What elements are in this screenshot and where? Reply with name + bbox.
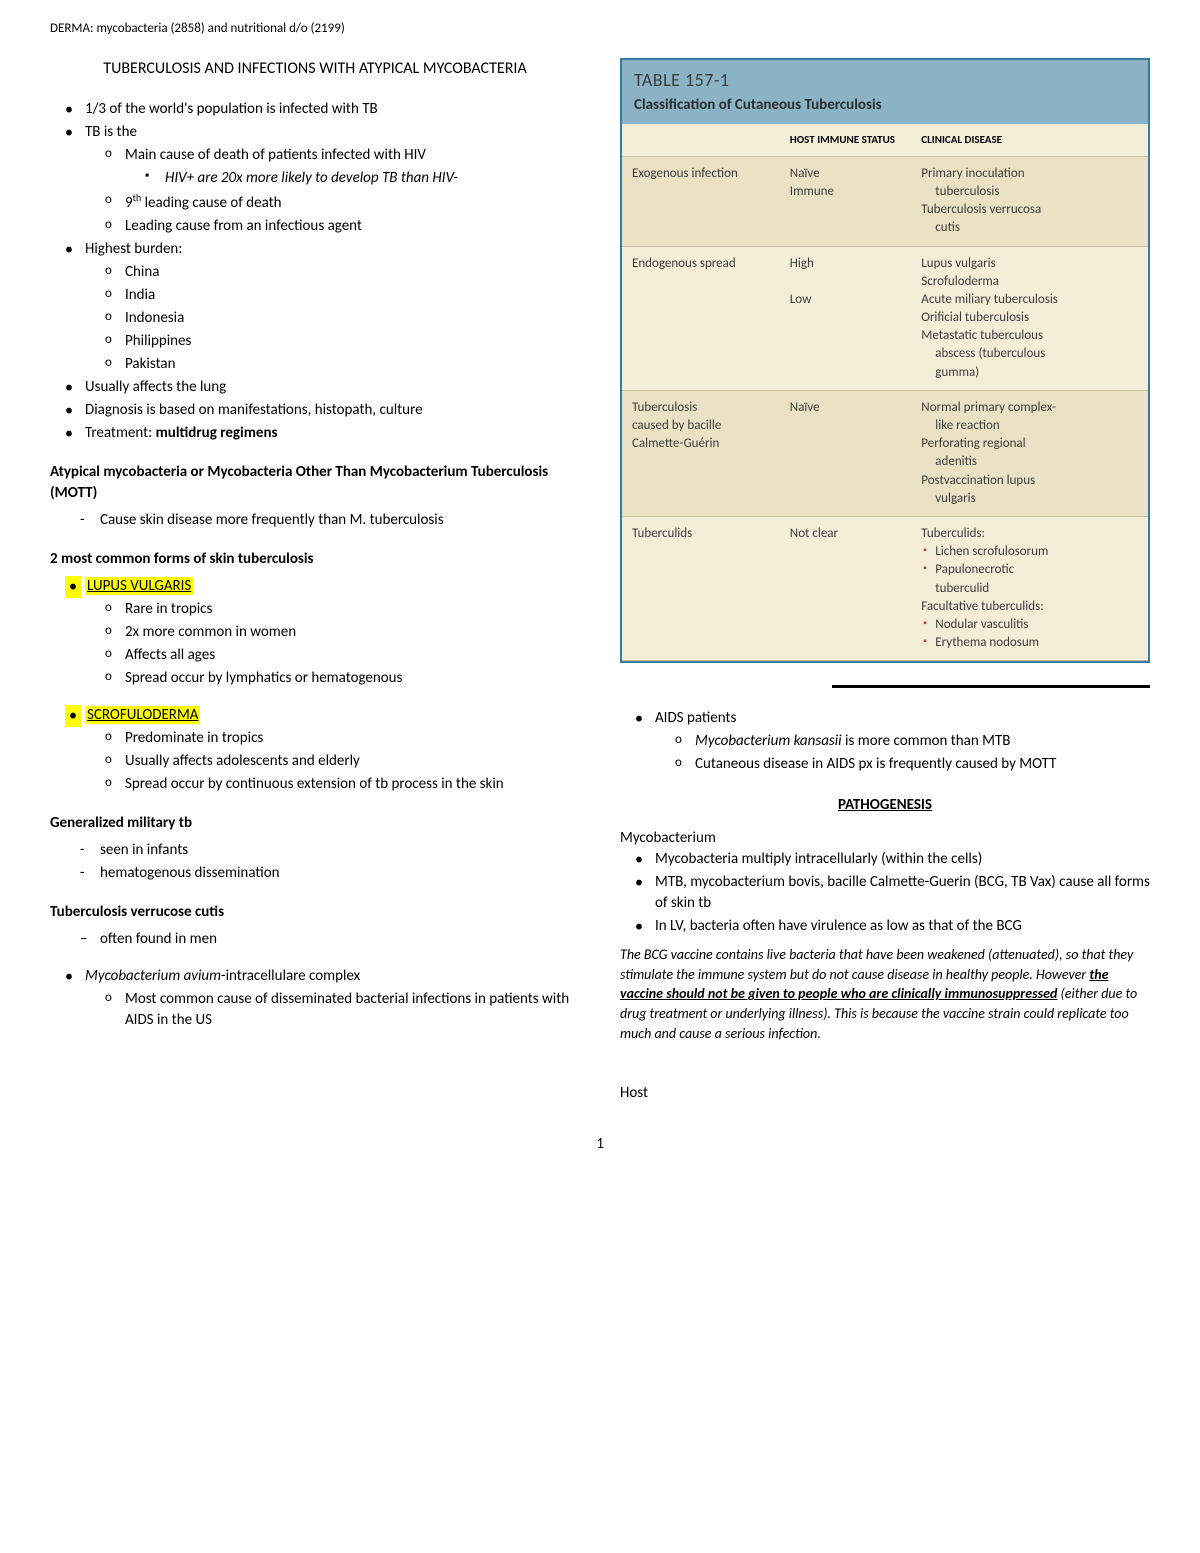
table-cell: HighLow [780, 246, 912, 390]
bullet-item: 9th leading cause of death [50, 191, 580, 214]
bullet-item: In LV, bacteria often have virulence as … [620, 916, 1150, 937]
dash-item: seen in infants [50, 840, 580, 861]
bullet-item: Spread occur by continuous extension of … [50, 774, 580, 795]
section-heading: PATHOGENESIS [620, 795, 1150, 816]
bullet-item: Diagnosis is based on manifestations, hi… [50, 400, 580, 421]
table-header: CLINICAL DISEASE [911, 124, 1148, 156]
table-cell: Naïve [780, 390, 912, 516]
bullet-item: Spread occur by lymphatics or hematogeno… [50, 668, 580, 689]
main-title: TUBERCULOSIS AND INFECTIONS WITH ATYPICA… [50, 58, 580, 80]
table-cell: Primary inoculationtuberculosisTuberculo… [911, 156, 1148, 246]
bullet-item: Mycobacterium kansasii is more common th… [620, 731, 1150, 752]
section-heading: 2 most common forms of skin tuberculosis [50, 549, 580, 570]
bullet-item: 2x more common in women [50, 622, 580, 643]
table-cell: Exogenous infection [622, 156, 780, 246]
bullet-item: Cutaneous disease in AIDS px is frequent… [620, 754, 1150, 775]
bullet-item: TB is the [50, 122, 580, 143]
section-heading: Atypical mycobacteria or Mycobacteria Ot… [50, 462, 580, 504]
table-cell: Lupus vulgarisScrofulodermaAcute miliary… [911, 246, 1148, 390]
highlighted-item: LUPUS VULGARIS [50, 576, 580, 597]
table-cell: Normal primary complex-like reactionPerf… [911, 390, 1148, 516]
table-header: HOST IMMUNE STATUS [780, 124, 912, 156]
bullet-item: Treatment: multidrug regimens [50, 423, 580, 444]
table-cell: Tuberculids:Lichen scrofulosorumPapulone… [911, 516, 1148, 660]
page-number: 1 [50, 1134, 1150, 1155]
bullet-item: Predominate in tropics [50, 728, 580, 749]
bullet-item: AIDS patients [620, 708, 1150, 729]
dash-item: hematogenous dissemination [50, 863, 580, 884]
bullet-item: Main cause of death of patients infected… [50, 145, 580, 166]
dash-item: often found in men [50, 929, 580, 950]
table-header [622, 124, 780, 156]
table-cell: NaïveImmune [780, 156, 912, 246]
bullet-item: MTB, mycobacterium bovis, bacille Calmet… [620, 872, 1150, 914]
page-header: DERMA: mycobacteria (2858) and nutrition… [50, 20, 1150, 38]
table-number: TABLE 157-1 [634, 68, 1136, 93]
subheading: Mycobacterium [620, 828, 1150, 849]
section-heading: Generalized military tb [50, 813, 580, 834]
bullet-item: Mycobacteria multiply intracellularly (w… [620, 849, 1150, 870]
bullet-item: Philippines [50, 331, 580, 352]
table-title: Classification of Cutaneous Tuberculosis [634, 95, 1136, 116]
table-cell: Not clear [780, 516, 912, 660]
bullet-item: Affects all ages [50, 645, 580, 666]
bullet-item: Highest burden: [50, 239, 580, 260]
bullet-item: Indonesia [50, 308, 580, 329]
italic-note: The BCG vaccine contains live bacteria t… [620, 945, 1150, 1043]
bullet-item: Usually affects the lung [50, 377, 580, 398]
right-column: TABLE 157-1 Classification of Cutaneous … [620, 58, 1150, 1104]
section-heading: Tuberculosis verrucose cutis [50, 902, 580, 923]
table-cell: Endogenous spread [622, 246, 780, 390]
bullet-item: Usually affects adolescents and elderly [50, 751, 580, 772]
bullet-item: Pakistan [50, 354, 580, 375]
highlighted-item: SCROFULODERMA [50, 705, 580, 726]
bullet-item: Mycobacterium avium-intracellulare compl… [50, 966, 580, 987]
bullet-item: China [50, 262, 580, 283]
bullet-item: 1/3 of the world's population is infecte… [50, 99, 580, 120]
bullet-item: Rare in tropics [50, 599, 580, 620]
classification-table: TABLE 157-1 Classification of Cutaneous … [620, 58, 1150, 663]
table-cell: Tuberculosiscaused by bacilleCalmette-Gu… [622, 390, 780, 516]
subheading: Host [620, 1083, 1150, 1104]
table-cell: Tuberculids [622, 516, 780, 660]
bullet-item: HIV+ are 20x more likely to develop TB t… [50, 168, 580, 189]
dash-item: Cause skin disease more frequently than … [50, 510, 580, 531]
bullet-item: Leading cause from an infectious agent [50, 216, 580, 237]
bullet-item: Most common cause of disseminated bacter… [50, 989, 580, 1031]
left-column: TUBERCULOSIS AND INFECTIONS WITH ATYPICA… [50, 58, 580, 1104]
bullet-item: India [50, 285, 580, 306]
